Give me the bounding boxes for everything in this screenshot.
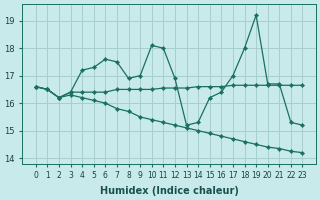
X-axis label: Humidex (Indice chaleur): Humidex (Indice chaleur) bbox=[100, 186, 239, 196]
